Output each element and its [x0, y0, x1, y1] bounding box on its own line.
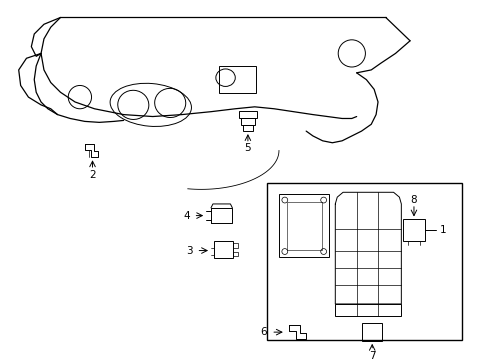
Bar	[233, 243, 238, 248]
Bar	[267, 183, 461, 340]
Text: 4: 4	[183, 211, 189, 221]
Text: 1: 1	[439, 225, 446, 235]
Bar	[213, 241, 233, 258]
Bar	[335, 304, 401, 316]
Bar	[362, 323, 381, 341]
Bar	[286, 202, 321, 249]
Bar	[241, 118, 254, 125]
Text: 7: 7	[368, 351, 375, 360]
Text: 3: 3	[185, 246, 192, 256]
Bar	[403, 220, 424, 241]
Text: 8: 8	[410, 195, 416, 205]
Bar	[233, 252, 238, 256]
Bar	[218, 66, 255, 93]
Text: 6: 6	[260, 327, 267, 337]
Text: 2: 2	[89, 170, 96, 180]
Text: 5: 5	[244, 143, 251, 153]
Bar	[239, 111, 256, 118]
Bar	[279, 194, 329, 257]
Bar	[243, 125, 252, 131]
